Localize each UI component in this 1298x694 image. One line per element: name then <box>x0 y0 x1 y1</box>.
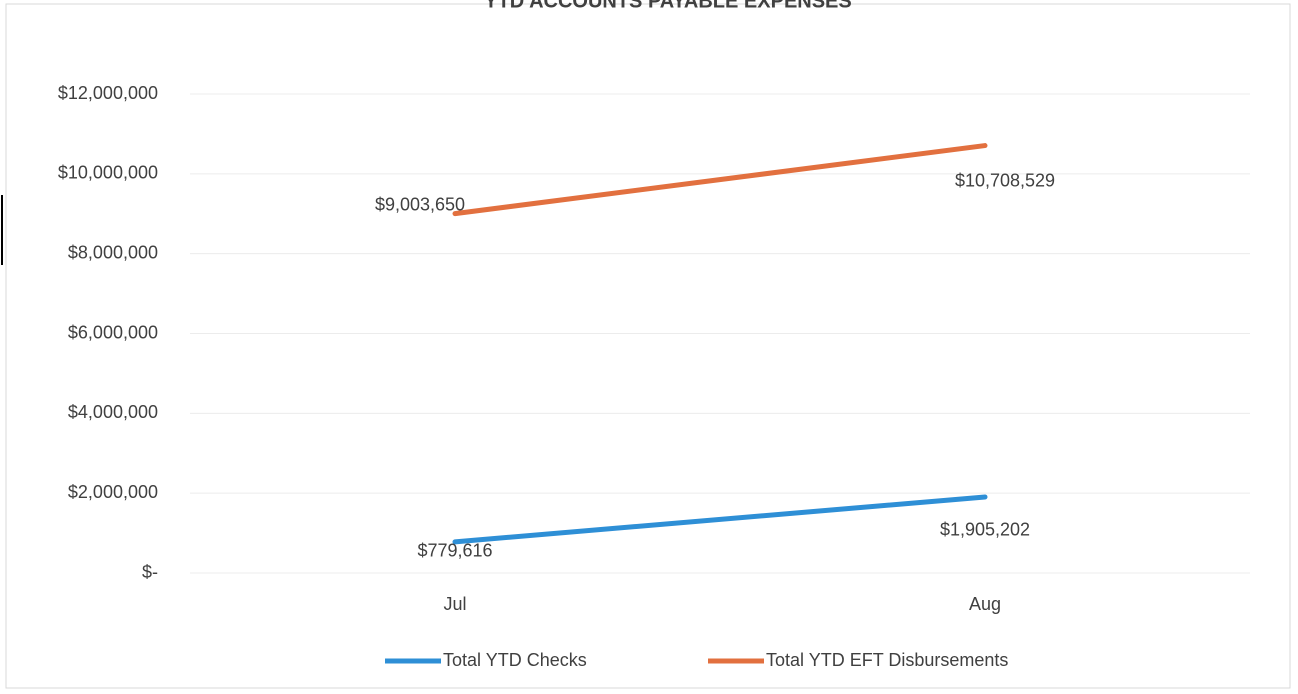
y-tick-label: $6,000,000 <box>68 322 158 342</box>
legend-label: Total YTD EFT Disbursements <box>766 650 1008 670</box>
data-label: $10,708,529 <box>955 170 1055 190</box>
data-label: $779,616 <box>417 541 492 561</box>
y-tick-label: $- <box>142 562 158 582</box>
data-label: $9,003,650 <box>375 194 465 214</box>
y-tick-label: $12,000,000 <box>58 83 158 103</box>
x-tick-label: Jul <box>443 594 466 614</box>
chart-border <box>5 3 1291 689</box>
data-label: $1,905,202 <box>940 520 1030 540</box>
y-tick-label: $10,000,000 <box>58 163 158 183</box>
y-tick-label: $2,000,000 <box>68 482 158 502</box>
chart-title: YTD ACCOUNTS PAYABLE EXPENSES <box>484 0 852 12</box>
line <box>452 143 988 217</box>
y-tick-label: $8,000,000 <box>68 242 158 262</box>
line <box>452 494 988 545</box>
legend-label: Total YTD Checks <box>443 650 587 670</box>
x-tick-label: Aug <box>969 594 1001 614</box>
y-tick-label: $4,000,000 <box>68 402 158 422</box>
